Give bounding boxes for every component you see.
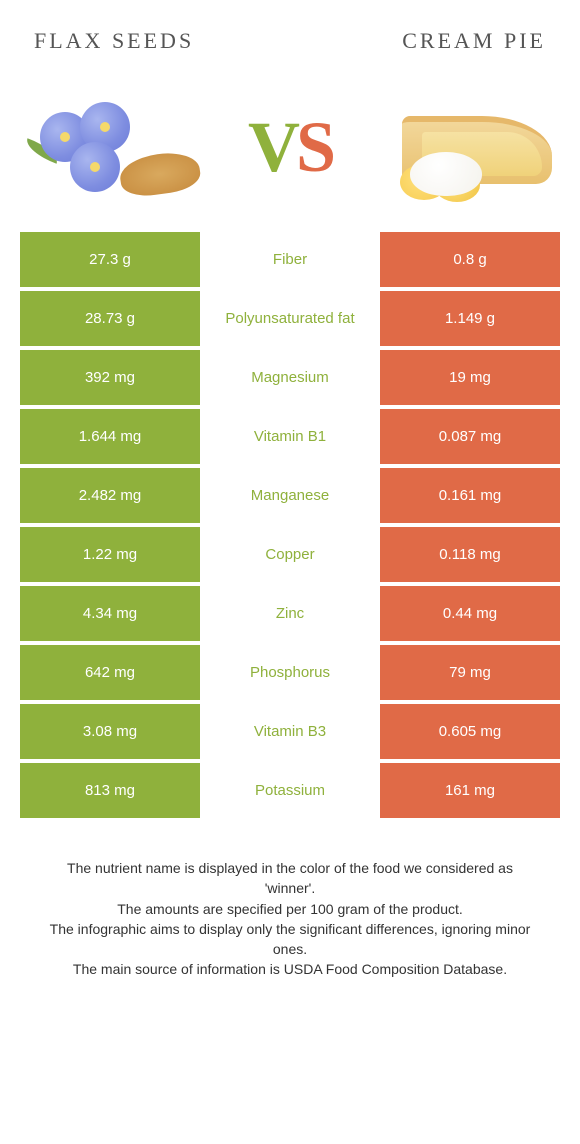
table-row: 1.644 mgVitamin B10.087 mg [20,409,560,464]
footer-line-4: The main source of information is USDA F… [40,959,540,979]
table-row: 1.22 mgCopper0.118 mg [20,527,560,582]
left-value: 642 mg [20,645,200,700]
left-value: 392 mg [20,350,200,405]
right-value: 0.8 g [380,232,560,287]
nutrient-label: Polyunsaturated fat [200,291,380,346]
vs-s: S [296,107,332,187]
right-value: 0.605 mg [380,704,560,759]
table-row: 2.482 mgManganese0.161 mg [20,468,560,523]
nutrient-label: Copper [200,527,380,582]
right-value: 79 mg [380,645,560,700]
vs-v: V [248,107,296,187]
table-row: 28.73 gPolyunsaturated fat1.149 g [20,291,560,346]
table-row: 642 mgPhosphorus79 mg [20,645,560,700]
nutrient-label: Fiber [200,232,380,287]
left-value: 813 mg [20,763,200,818]
table-row: 3.08 mgVitamin B30.605 mg [20,704,560,759]
hero-row: VS [0,62,580,232]
footer-notes: The nutrient name is displayed in the co… [40,858,540,980]
right-value: 0.44 mg [380,586,560,641]
right-value: 0.161 mg [380,468,560,523]
flax-seeds-illustration [20,92,210,202]
right-value: 0.118 mg [380,527,560,582]
nutrient-label: Vitamin B3 [200,704,380,759]
table-row: 813 mgPotassium161 mg [20,763,560,818]
nutrient-label: Phosphorus [200,645,380,700]
right-value: 19 mg [380,350,560,405]
left-food-title: flax seeds [34,28,194,54]
left-value: 28.73 g [20,291,200,346]
nutrient-label: Vitamin B1 [200,409,380,464]
nutrient-label: Zinc [200,586,380,641]
nutrient-table: 27.3 gFiber0.8 g28.73 gPolyunsaturated f… [20,232,560,818]
right-value: 0.087 mg [380,409,560,464]
table-row: 392 mgMagnesium19 mg [20,350,560,405]
left-value: 1.644 mg [20,409,200,464]
infographic-root: flax seeds cream pie VS 27.3 gFiber0.8 g… [0,0,580,980]
right-value: 161 mg [380,763,560,818]
nutrient-label: Manganese [200,468,380,523]
left-value: 3.08 mg [20,704,200,759]
right-value: 1.149 g [380,291,560,346]
table-row: 27.3 gFiber0.8 g [20,232,560,287]
left-value: 1.22 mg [20,527,200,582]
right-food-title: cream pie [402,28,546,54]
table-row: 4.34 mgZinc0.44 mg [20,586,560,641]
title-row: flax seeds cream pie [0,0,580,62]
footer-line-3: The infographic aims to display only the… [40,919,540,960]
cream-pie-illustration [370,92,560,202]
left-value: 27.3 g [20,232,200,287]
vs-label: VS [248,111,332,183]
nutrient-label: Magnesium [200,350,380,405]
nutrient-label: Potassium [200,763,380,818]
footer-line-1: The nutrient name is displayed in the co… [40,858,540,899]
left-value: 4.34 mg [20,586,200,641]
footer-line-2: The amounts are specified per 100 gram o… [40,899,540,919]
left-value: 2.482 mg [20,468,200,523]
